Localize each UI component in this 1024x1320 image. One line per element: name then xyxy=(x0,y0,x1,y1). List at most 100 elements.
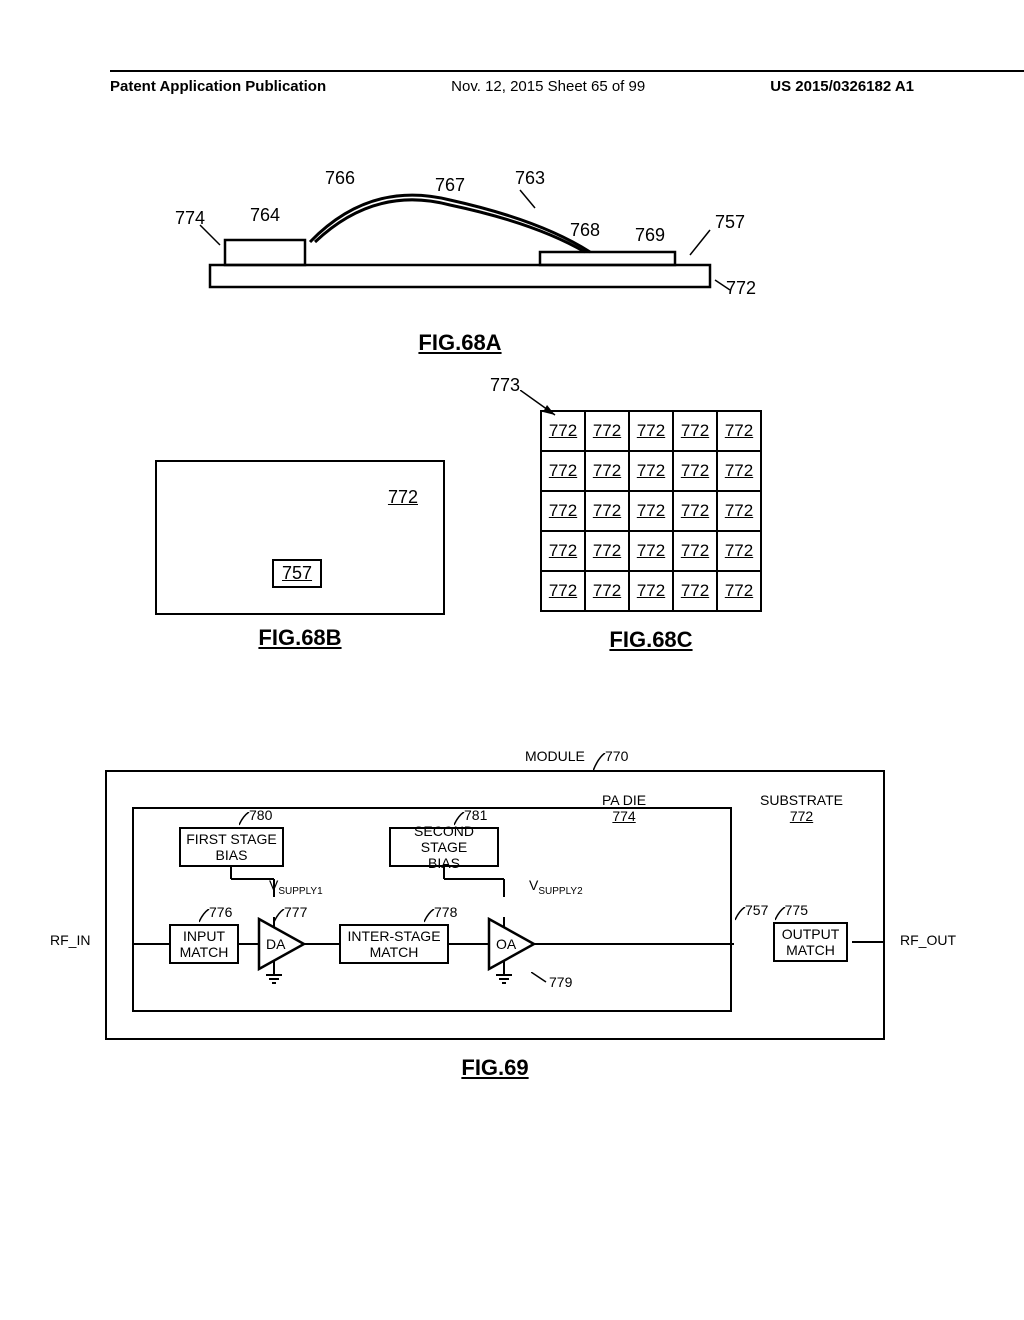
rf-in-label: RF_IN xyxy=(50,932,90,948)
block-line2: MATCH xyxy=(786,942,835,958)
block-line2: BIAS xyxy=(428,855,460,871)
table-row: 772772772772772 xyxy=(541,451,761,491)
ref-768: 768 xyxy=(570,220,600,241)
header-text-row: Patent Application Publication Nov. 12, … xyxy=(110,78,914,95)
fig68b-label: FIG.68B xyxy=(155,625,445,651)
module-label: MODULE xyxy=(525,748,585,764)
ref-775: 775 xyxy=(785,902,808,918)
pa-die-label: PA DIE xyxy=(602,792,646,808)
grid-cell: 772 xyxy=(717,451,761,491)
block-line2: MATCH xyxy=(370,944,419,960)
arrow-icon xyxy=(520,390,570,425)
fig68b-ref-772: 772 xyxy=(388,487,418,508)
rf-out-label: RF_OUT xyxy=(900,932,956,948)
vsupply2-label: VSUPPLY2 xyxy=(529,877,583,897)
ref-778: 778 xyxy=(434,904,457,920)
da-label: DA xyxy=(266,936,286,952)
second-stage-bias-block: SECOND STAGE BIAS xyxy=(389,827,499,867)
fig69-pa-die-box: 780 FIRST STAGE BIAS 781 SECOND STAGE BI… xyxy=(132,807,732,1012)
ref-766: 766 xyxy=(325,168,355,189)
fig68a: 774 764 766 767 763 768 769 757 772 FIG.… xyxy=(190,170,730,330)
grid-cell: 772 xyxy=(717,571,761,611)
ref-780: 780 xyxy=(249,807,272,823)
substrate-label: SUBSTRATE xyxy=(760,792,843,808)
grid-cell: 772 xyxy=(629,491,673,531)
ref-781: 781 xyxy=(464,807,487,823)
grid-cell: 772 xyxy=(717,491,761,531)
grid-cell: 772 xyxy=(717,531,761,571)
leader-icon xyxy=(239,812,254,827)
vsupply1-label: VSUPPLY1 xyxy=(269,877,323,897)
table-row: 772772772772772 xyxy=(541,531,761,571)
fig68c: 773 772772772772772 772772772772772 7727… xyxy=(540,410,762,653)
fig68c-grid: 772772772772772 772772772772772 77277277… xyxy=(540,410,762,612)
block-line1: OUTPUT xyxy=(782,926,840,942)
inter-stage-match-block: INTER-STAGE MATCH xyxy=(339,924,449,964)
grid-cell: 772 xyxy=(717,411,761,451)
ref-779: 779 xyxy=(549,974,572,990)
fig68c-ref-773: 773 xyxy=(490,375,520,396)
header-right: US 2015/0326182 A1 xyxy=(770,78,914,95)
fig69-substrate-box: SUBSTRATE 772 PA DIE 774 780 FIRST STAGE… xyxy=(105,770,885,1040)
block-line1: SECOND STAGE xyxy=(391,823,497,855)
grid-cell: 772 xyxy=(585,451,629,491)
fig68c-label: FIG.68C xyxy=(540,627,762,653)
ref-764: 764 xyxy=(250,205,280,226)
fig69-label: FIG.69 xyxy=(105,1055,885,1081)
fig69: MODULE 770 SUBSTRATE 772 PA DIE 774 780 … xyxy=(105,770,885,1081)
fig68b-box: 772 757 xyxy=(155,460,445,615)
module-ref: 770 xyxy=(605,748,628,764)
substrate-label-group: SUBSTRATE 772 xyxy=(760,792,843,824)
first-stage-bias-block: FIRST STAGE BIAS xyxy=(179,827,284,867)
header-center: Nov. 12, 2015 Sheet 65 of 99 xyxy=(451,78,645,95)
grid-cell: 772 xyxy=(585,411,629,451)
leader-icon xyxy=(531,972,551,987)
ref-769: 769 xyxy=(635,225,665,246)
table-row: 772772772772772 xyxy=(541,491,761,531)
table-row: 772772772772772 xyxy=(541,571,761,611)
fig68a-label: FIG.68A xyxy=(418,330,501,356)
grid-cell: 772 xyxy=(673,571,717,611)
ref-774: 774 xyxy=(175,208,205,229)
grid-cell: 772 xyxy=(673,491,717,531)
grid-cell: 772 xyxy=(585,571,629,611)
grid-cell: 772 xyxy=(629,411,673,451)
ref-757: 757 xyxy=(715,212,745,233)
grid-cell: 772 xyxy=(585,531,629,571)
header-left: Patent Application Publication xyxy=(110,78,326,95)
grid-cell: 772 xyxy=(541,491,585,531)
leader-icon xyxy=(735,907,750,922)
block-line2: MATCH xyxy=(180,944,229,960)
table-row: 772772772772772 xyxy=(541,411,761,451)
ref-763: 763 xyxy=(515,168,545,189)
ref-773-text: 773 xyxy=(490,375,520,395)
grid-cell: 772 xyxy=(629,531,673,571)
ref-757-fig69: 757 xyxy=(745,902,768,918)
oa-label: OA xyxy=(496,936,517,952)
grid-cell: 772 xyxy=(585,491,629,531)
grid-cell: 772 xyxy=(541,531,585,571)
grid-cell: 772 xyxy=(673,451,717,491)
block-line1: INPUT xyxy=(183,928,225,944)
page-header: Patent Application Publication Nov. 12, … xyxy=(0,78,1024,95)
ref-767: 767 xyxy=(435,175,465,196)
ref-772: 772 xyxy=(726,278,756,299)
block-line1: FIRST STAGE xyxy=(186,831,277,847)
leader-icon xyxy=(775,907,790,922)
leader-icon xyxy=(424,909,439,924)
grid-cell: 772 xyxy=(629,571,673,611)
output-match-block: OUTPUT MATCH xyxy=(773,922,848,962)
fig68b: 772 757 FIG.68B xyxy=(155,460,445,651)
ref-776: 776 xyxy=(209,904,232,920)
grid-cell: 772 xyxy=(541,451,585,491)
fig68b-ref-757: 757 xyxy=(272,559,322,588)
block-line1: INTER-STAGE xyxy=(347,928,440,944)
header-rule xyxy=(110,70,1024,72)
input-match-block: INPUT MATCH xyxy=(169,924,239,964)
grid-cell: 772 xyxy=(629,451,673,491)
block-line2: BIAS xyxy=(216,847,248,863)
leader-icon xyxy=(199,909,214,924)
da-amp-icon: DA xyxy=(254,917,314,987)
substrate-ref: 772 xyxy=(760,808,843,824)
grid-cell: 772 xyxy=(673,411,717,451)
